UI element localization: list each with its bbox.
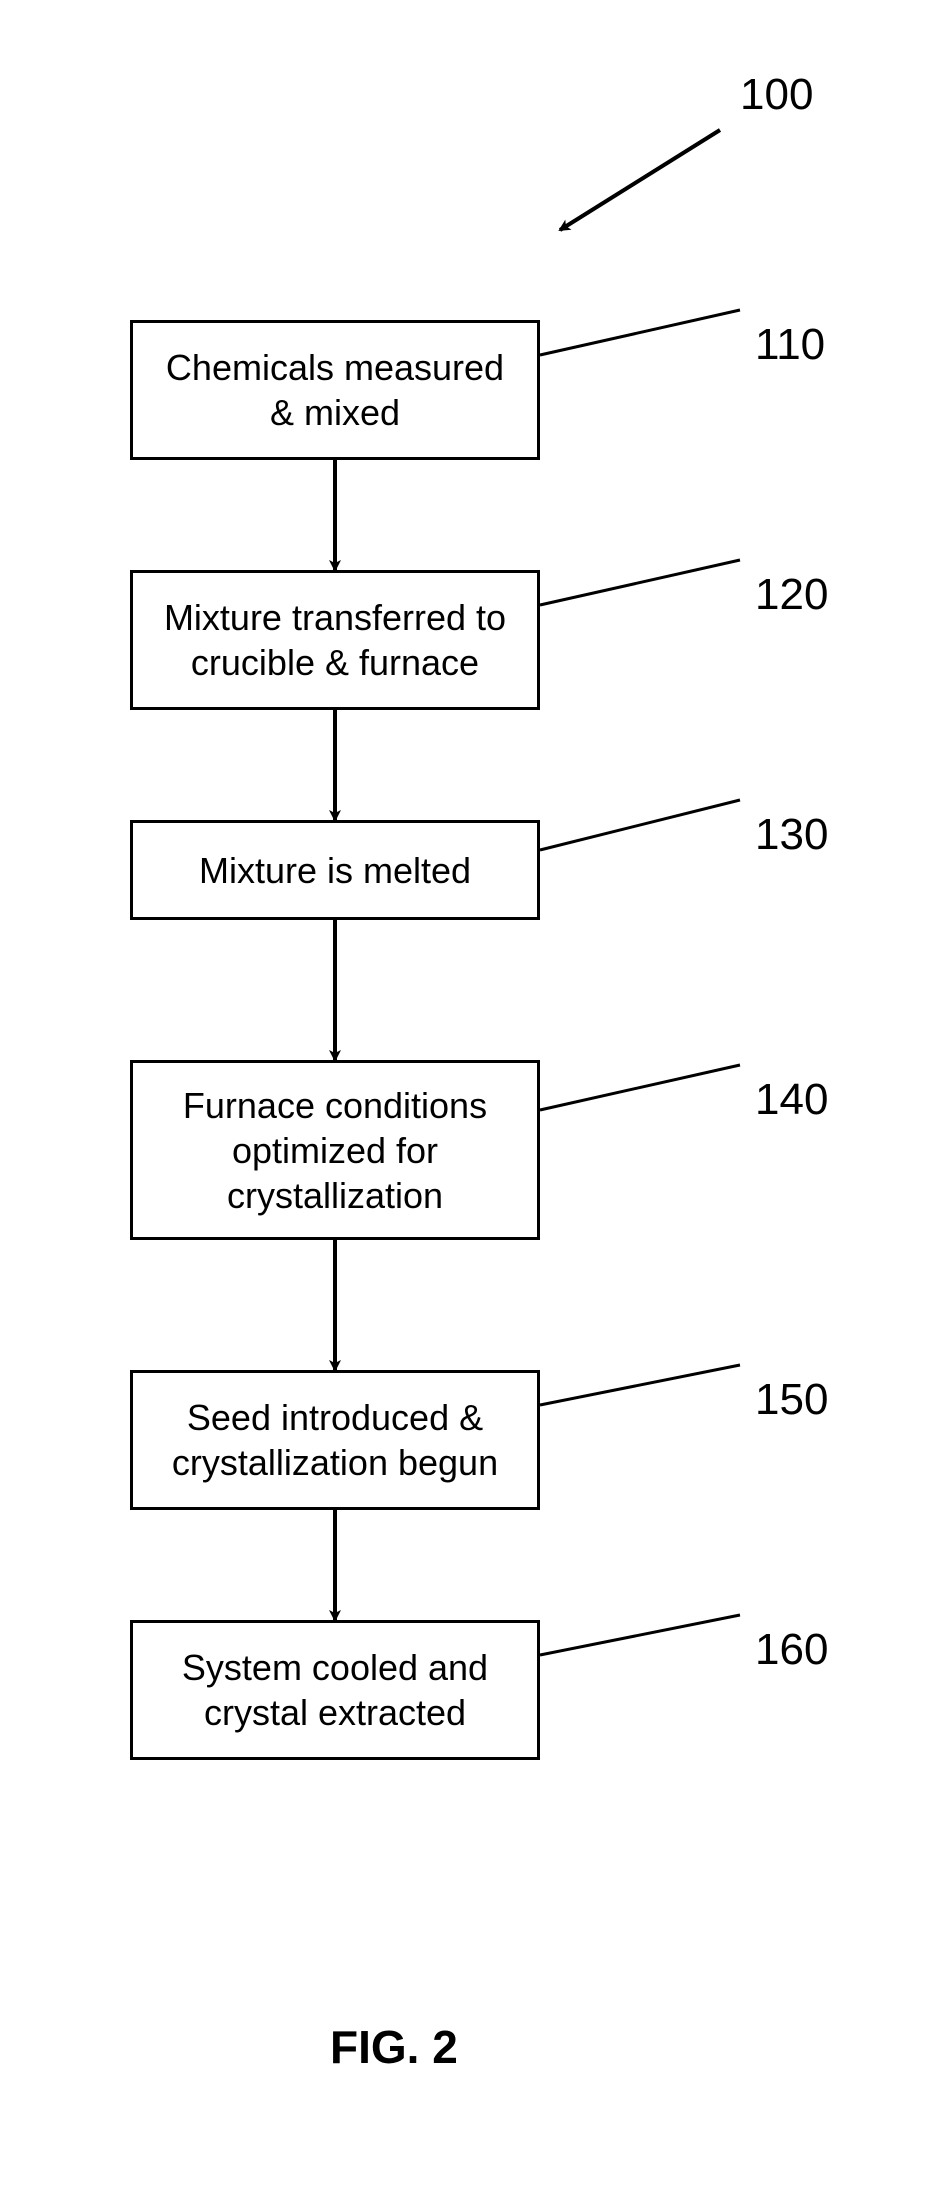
ref-label-130: 130 [755, 810, 828, 860]
flow-box-110: Chemicals measured& mixed [130, 320, 540, 460]
ref-label-160: 160 [755, 1625, 828, 1675]
flow-box-120: Mixture transferred tocrucible & furnace [130, 570, 540, 710]
flow-box-150: Seed introduced &crystallization begun [130, 1370, 540, 1510]
flow-box-140: Furnace conditionsoptimized forcrystalli… [130, 1060, 540, 1240]
flow-box-130: Mixture is melted [130, 820, 540, 920]
flow-box-160: System cooled andcrystal extracted [130, 1620, 540, 1760]
ref-label-100: 100 [740, 70, 813, 120]
flow-box-text: System cooled andcrystal extracted [182, 1645, 488, 1735]
figure-caption: FIG. 2 [330, 2020, 458, 2074]
flowchart-canvas: 100 Chemicals measured& mixed 110 Mixtur… [0, 0, 949, 2193]
ref-label-150: 150 [755, 1375, 828, 1425]
ref-label-110: 110 [755, 320, 825, 370]
flow-box-text: Chemicals measured& mixed [166, 345, 504, 435]
flow-box-text: Mixture transferred tocrucible & furnace [164, 595, 506, 685]
flow-box-text: Mixture is melted [199, 848, 471, 893]
ref-label-120: 120 [755, 570, 828, 620]
flow-box-text: Furnace conditionsoptimized forcrystalli… [183, 1083, 487, 1218]
ref-label-140: 140 [755, 1075, 828, 1125]
flow-box-text: Seed introduced &crystallization begun [172, 1395, 498, 1485]
